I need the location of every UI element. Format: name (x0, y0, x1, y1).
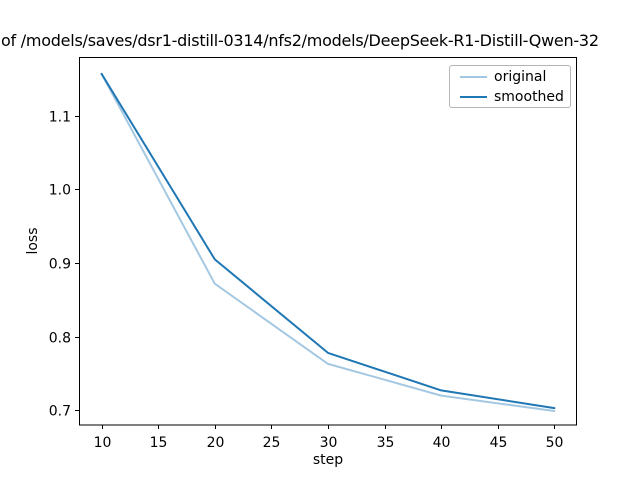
x-tick-label: 50 (546, 435, 564, 451)
plot-spines (79, 57, 577, 426)
chart-title: of /models/saves/dsr1-distill-0314/nfs2/… (1, 31, 599, 50)
y-tick-label: 0.8 (49, 331, 71, 347)
x-tick-label: 15 (150, 435, 168, 451)
series-line-smoothed (100, 72, 556, 410)
x-axis-label: step (312, 452, 344, 468)
series-line-original (100, 72, 556, 412)
y-tick-label: 0.7 (49, 404, 71, 420)
y-tick-label: 1.1 (49, 110, 71, 126)
x-tick-label: 25 (263, 435, 281, 451)
legend-label-smoothed: smoothed (494, 89, 564, 105)
x-tick-label: 10 (94, 435, 112, 451)
original-line-swatch (460, 76, 487, 78)
smoothed-line-swatch (460, 96, 487, 98)
legend: original smoothed (449, 65, 571, 108)
y-tick-label: 0.9 (49, 257, 71, 273)
y-tick-label: 1.0 (49, 183, 71, 199)
y-axis-label: loss (25, 227, 41, 255)
x-tick-label: 40 (433, 435, 451, 451)
x-tick-label: 35 (377, 435, 395, 451)
x-tick-label: 30 (320, 435, 338, 451)
x-tick-label: 45 (490, 435, 508, 451)
legend-label-original: original (494, 69, 547, 85)
legend-item-smoothed: smoothed (450, 87, 570, 107)
x-tick-label: 20 (207, 435, 225, 451)
legend-item-original: original (450, 67, 570, 87)
